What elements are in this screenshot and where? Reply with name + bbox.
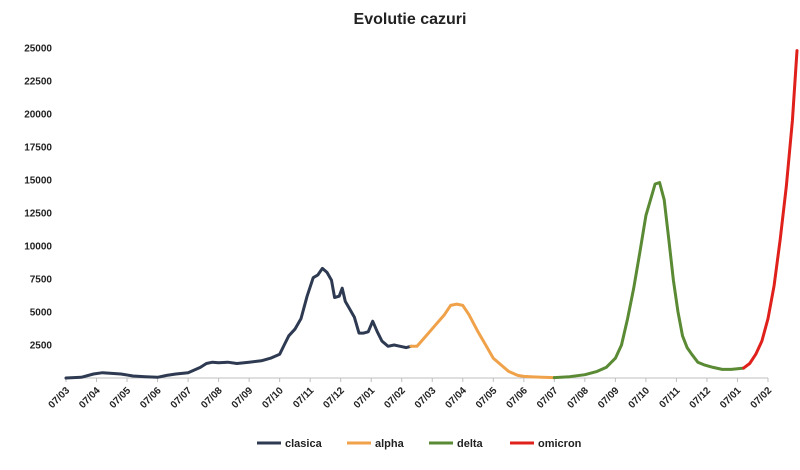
- x-tick-label: 07/12: [321, 385, 347, 411]
- legend: clasica alpha delta omicron: [257, 438, 582, 450]
- y-tick-label: 12500: [24, 209, 52, 220]
- legend-label-omicron: omicron: [538, 438, 582, 450]
- axes: 2500 5000 7500 10000 12500 15000 17500 20000 225…: [24, 44, 774, 411]
- x-tick-label: 07/01: [718, 385, 744, 411]
- x-tick-label: 07/02: [382, 385, 408, 411]
- x-tick-label: 07/07: [535, 385, 561, 411]
- y-tick-label: 17500: [24, 143, 52, 154]
- y-tick-label: 25000: [24, 44, 52, 55]
- chart-title: Evolutie cazuri: [354, 11, 467, 28]
- y-tick-label: 22500: [24, 77, 52, 88]
- x-tick-label: 07/05: [474, 385, 500, 411]
- y-tick-label: 2500: [30, 341, 53, 352]
- x-tick-label: 07/09: [596, 385, 622, 411]
- x-tick-label: 07/06: [504, 385, 530, 411]
- series-line-omicron: [742, 49, 799, 370]
- y-tick-label: 7500: [30, 275, 53, 286]
- y-tick-label: 5000: [30, 308, 53, 319]
- y-tick-label: 10000: [24, 242, 52, 253]
- x-tick-label: 07/08: [566, 385, 592, 411]
- legend-label-delta: delta: [457, 438, 484, 450]
- x-tick-label: 07/03: [413, 385, 439, 411]
- series-layer: [64, 49, 799, 380]
- x-tick-label: 07/10: [260, 385, 286, 411]
- x-tick-label: 07/07: [169, 385, 195, 411]
- x-tick-label: 07/10: [627, 385, 653, 411]
- x-tick-label: 07/09: [230, 385, 256, 411]
- y-tick-label: 20000: [24, 110, 52, 121]
- y-tick-label: 15000: [24, 176, 52, 187]
- x-tick-label: 07/04: [443, 385, 469, 411]
- x-tick-label: 07/08: [199, 385, 225, 411]
- x-tick-label: 07/12: [688, 385, 714, 411]
- x-tick-label: 07/01: [352, 385, 378, 411]
- x-tick-label: 07/11: [291, 385, 316, 410]
- series-line-clasica: [64, 266, 413, 380]
- legend-label-clasica: clasica: [285, 438, 323, 450]
- series-line-delta: [552, 181, 746, 380]
- x-tick-label: 07/05: [108, 385, 134, 411]
- series-line-alpha: [409, 302, 556, 380]
- x-tick-label: 07/03: [47, 385, 73, 411]
- x-tick-label: 07/04: [77, 385, 103, 411]
- x-tick-label: 07/11: [657, 385, 682, 410]
- legend-label-alpha: alpha: [375, 438, 405, 450]
- x-tick-label: 07/06: [138, 385, 164, 411]
- x-tick-label: 07/02: [749, 385, 775, 411]
